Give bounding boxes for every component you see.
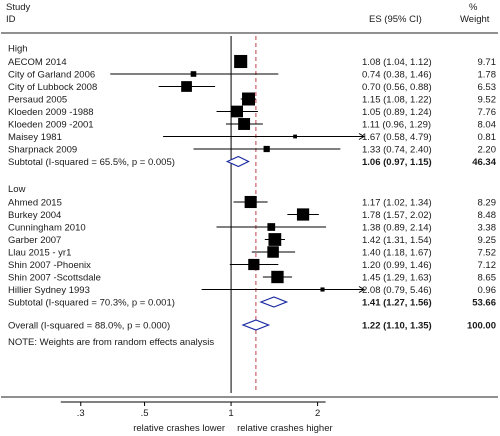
weight-box (267, 246, 279, 258)
weight-text: 0.81 (478, 132, 497, 143)
effect-size-text: 1.78 (1.57, 2.02) (362, 210, 432, 221)
weight-text: 7.52 (478, 248, 497, 259)
effect-size-text: 1.40 (1.18, 1.67) (362, 248, 432, 259)
study-label: Burkey 2004 (8, 210, 61, 221)
ci-arrow-right (358, 286, 365, 293)
overall-label: Overall (I-squared = 88.0%, p = 0.000) (8, 321, 170, 332)
effect-size-text: 1.67 (0.58, 4.79) (362, 132, 432, 143)
effect-size-text: 1.33 (0.74, 2.40) (362, 145, 432, 156)
forest-content: High AECOM 2014 1.08 (1.04, 1.12) 9.71 City … (8, 36, 497, 434)
effect-size-text: 1.05 (0.89, 1.24) (362, 107, 432, 118)
weight-box (190, 71, 197, 77)
x-axis-label-left: relative crashes lower (133, 423, 225, 434)
effect-size-text: 1.11 (0.96, 1.29) (362, 120, 431, 131)
effect-size-text: 1.15 (1.08, 1.22) (362, 95, 432, 106)
header-id: ID (6, 14, 16, 25)
study-label: Persaud 2005 (8, 95, 67, 106)
overall-effect-text: 1.22 (1.10, 1.35) (362, 321, 432, 332)
study-label: Shin 2007 -Phoenix (8, 260, 91, 271)
weight-box (296, 208, 310, 221)
weight-text: 2.20 (478, 145, 497, 156)
subtotal-diamond (225, 155, 250, 168)
x-tick-label: .5 (141, 408, 149, 419)
study-label: Hillier Sydney 1993 (8, 285, 90, 296)
effect-size-text: 1.08 (1.04, 1.12) (362, 57, 432, 68)
weight-text: 9.25 (478, 235, 497, 246)
study-label: Kloeden 2009 -1988 (8, 107, 94, 118)
header-es: ES (95% CI) (369, 14, 422, 25)
x-tick-label: .3 (77, 408, 85, 419)
weight-box (238, 118, 251, 130)
effect-size-text: 1.42 (1.31, 1.54) (362, 235, 432, 246)
weight-text: 9.52 (478, 95, 497, 106)
weight-text: 1.78 (478, 70, 497, 81)
subtotal-effect-text: 1.41 (1.27, 1.56) (362, 298, 432, 309)
weight-text: 8.65 (478, 273, 497, 284)
note-text: NOTE: Weights are from random effects an… (8, 337, 214, 348)
x-tick-label: 1 (228, 408, 233, 419)
weight-text: 7.76 (478, 107, 497, 118)
group-heading: High (8, 44, 28, 55)
ci-arrow-right (358, 133, 365, 140)
study-label: City of Lubbock 2008 (8, 82, 97, 93)
effect-size-text: 2.08 (0.79, 5.46) (362, 285, 432, 296)
weight-text: 0.96 (478, 285, 497, 296)
study-label: Cunningham 2010 (8, 223, 86, 234)
group-heading: Low (8, 184, 26, 195)
weight-box (263, 145, 270, 153)
overall-diamond (241, 319, 271, 331)
study-label: Kloeden 2009 -2001 (8, 120, 94, 131)
weight-box (242, 92, 256, 106)
subtotal-weight-text: 53.66 (472, 298, 496, 309)
weight-box (244, 195, 257, 209)
subtotal-weight-text: 46.34 (472, 157, 496, 168)
weight-text: 9.71 (478, 57, 497, 68)
weight-box (248, 258, 260, 271)
weight-text: 6.53 (478, 82, 497, 93)
weight-text: 8.29 (478, 198, 497, 209)
header-weight: Weight (460, 14, 490, 25)
study-label: Maisey 1981 (8, 132, 62, 143)
x-axis-label-right: relative crashes higher (237, 423, 333, 434)
weight-box (231, 105, 244, 118)
study-label: Shin 2007 -Scottsdale (8, 273, 101, 284)
subtotal-diamond (259, 296, 289, 308)
weight-text: 3.38 (478, 223, 497, 234)
weight-box (181, 81, 192, 92)
subtotal-label: Subtotal (I-squared = 70.3%, p = 0.001) (8, 298, 175, 309)
weight-text: 8.04 (478, 120, 497, 131)
study-label: Ahmed 2015 (8, 198, 62, 209)
study-label: City of Garland 2006 (8, 70, 95, 81)
weight-box (267, 223, 276, 231)
weight-box (234, 54, 248, 69)
header-study: Study (6, 2, 31, 13)
weight-text: 7.12 (478, 260, 497, 271)
effect-size-text: 1.17 (1.02, 1.34) (362, 198, 432, 209)
effect-size-text: 1.20 (0.99, 1.46) (362, 260, 432, 271)
x-tick-label: 2 (315, 408, 320, 419)
weight-box (320, 287, 325, 292)
header-percent: % (469, 2, 478, 13)
effect-size-text: 1.45 (1.29, 1.63) (362, 273, 432, 284)
effect-size-text: 1.38 (0.89, 2.14) (362, 223, 432, 234)
weight-box (271, 270, 284, 284)
study-label: AECOM 2014 (8, 57, 67, 68)
weight-text: 8.48 (478, 210, 497, 221)
effect-size-text: 0.70 (0.56, 0.88) (362, 82, 432, 93)
study-label: Sharpnack 2009 (8, 145, 77, 156)
study-label: Garber 2007 (8, 235, 61, 246)
overall-weight-text: 100.00 (467, 321, 496, 332)
subtotal-label: Subtotal (I-squared = 65.5%, p = 0.005) (8, 157, 175, 168)
subtotal-effect-text: 1.06 (0.97, 1.15) (362, 157, 432, 168)
study-label: Llau 2015 - yr1 (8, 248, 71, 259)
weight-box (293, 134, 297, 139)
effect-size-text: 0.74 (0.38, 1.46) (362, 70, 432, 81)
weight-box (268, 233, 282, 246)
